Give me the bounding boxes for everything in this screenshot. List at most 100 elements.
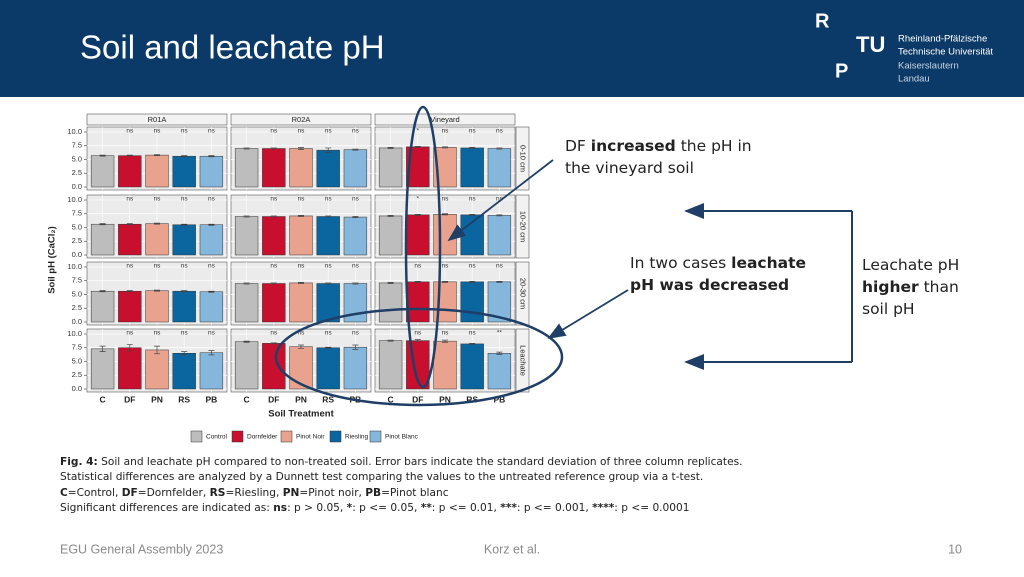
error-bar	[414, 339, 421, 343]
strip	[515, 126, 530, 191]
bar	[199, 291, 224, 323]
bar	[316, 149, 340, 188]
x-tick-label: RS	[466, 394, 478, 404]
bar	[90, 348, 115, 390]
error-bar	[154, 154, 160, 156]
y-tick-label: 2.5	[72, 370, 82, 379]
y-tick-label: 7.5	[72, 276, 82, 285]
x-tick-label: RS	[322, 394, 334, 404]
bar	[90, 155, 115, 188]
text-segment: PN	[282, 486, 300, 499]
error-bar	[414, 145, 421, 148]
error-bar	[208, 350, 215, 356]
y-tick-label: 10.0	[67, 262, 82, 271]
error-bar	[208, 155, 215, 158]
text-segment: than	[918, 278, 959, 296]
bar	[487, 215, 512, 256]
text-segment: leachate	[731, 254, 807, 272]
bar	[289, 148, 313, 188]
text-segment: higher	[862, 278, 919, 296]
arrow	[547, 289, 629, 339]
text-line: C=Control, DF=Dornfelder, RS=Riesling, P…	[60, 486, 742, 501]
logo-text: Kaiserslautern	[898, 61, 959, 72]
error-bar	[442, 146, 448, 149]
y-tick-label: 10.0	[67, 195, 82, 204]
error-bar	[325, 147, 332, 153]
significance-label: ns	[414, 263, 422, 270]
bar	[172, 155, 196, 188]
x-tick-label: PN	[295, 394, 307, 404]
y-tick-label: 2.5	[72, 236, 82, 245]
significance-label: ns	[352, 196, 360, 203]
significance-label: ns	[208, 330, 216, 337]
legend-label: Pinot Blanc	[385, 434, 419, 441]
bar	[199, 155, 224, 188]
y-tick-label: 7.5	[72, 343, 82, 352]
y-tick-label: 2.5	[72, 168, 82, 177]
error-bar	[352, 148, 359, 151]
bar	[487, 353, 512, 390]
significance-label: ns	[352, 128, 360, 135]
text-segment: : p > 0.05,	[287, 502, 347, 515]
x-tick-label: PB	[493, 394, 505, 404]
y-tick-label: 5.0	[72, 222, 82, 231]
slide-title: Soil and leachate pH	[80, 29, 385, 66]
significance-label: ns	[414, 330, 422, 337]
x-tick-label: DF	[124, 394, 135, 404]
highlight-ellipse	[404, 105, 442, 389]
text-line: higher than	[862, 276, 959, 298]
error-bar	[298, 215, 304, 217]
text-segment: : p <= 0.05,	[352, 502, 421, 515]
bar	[199, 224, 224, 256]
text-segment: =Dornfelder,	[137, 486, 210, 499]
text-line: Significant differences are indicated as…	[60, 501, 742, 516]
bar	[406, 281, 430, 323]
text-segment: Significant differences are indicated as…	[60, 502, 274, 515]
significance-label: ns	[325, 263, 333, 270]
error-bar	[469, 147, 476, 149]
error-bar	[325, 282, 332, 285]
significance-label: ns	[154, 128, 162, 135]
error-bar	[387, 215, 394, 217]
text-segment: the pH in	[675, 137, 752, 155]
footer-center: Korz et al.	[484, 542, 540, 556]
text-line: Fig. 4: Soil and leachate pH compared to…	[60, 455, 742, 470]
bar	[460, 281, 484, 323]
y-tick-label: 5.0	[72, 356, 82, 365]
text-segment: Soil and leachate pH compared to non-tre…	[97, 456, 743, 468]
significance-label: ns	[298, 196, 306, 203]
legend-swatch	[329, 430, 342, 443]
logo-text: Landau	[898, 74, 930, 85]
significance-label: ns	[442, 263, 450, 270]
x-tick-label: RS	[178, 394, 190, 404]
error-bar	[352, 282, 359, 285]
bar	[234, 216, 259, 256]
significance-label: ns	[469, 330, 477, 337]
bar	[199, 352, 224, 390]
x-tick-label: C	[244, 394, 250, 404]
text-segment: ***	[500, 502, 517, 515]
bar	[145, 223, 169, 256]
y-tick-label: 7.5	[72, 141, 82, 150]
bar	[145, 154, 169, 188]
y-tick-label: 7.5	[72, 209, 82, 218]
significance-label: ns	[469, 263, 477, 270]
bar	[460, 147, 484, 188]
y-tick-label: 2.5	[72, 303, 82, 312]
significance-label: ns	[154, 196, 162, 203]
text-segment: =Riesling,	[225, 486, 283, 499]
legend-label: Pinot Noir	[296, 434, 325, 441]
y-tick-label: 5.0	[72, 154, 82, 163]
facet-title: R02A	[292, 115, 311, 124]
bar	[289, 215, 313, 256]
bar	[343, 346, 368, 390]
error-bar	[387, 147, 394, 149]
x-tick-label: PB	[205, 394, 217, 404]
text-segment: Statistical differences are analyzed by …	[60, 471, 704, 484]
text-line: soil pH	[862, 298, 959, 320]
error-bar	[181, 290, 188, 293]
significance-label: ns	[496, 128, 504, 135]
text-segment: pH was decreased	[630, 276, 790, 294]
text-segment: DF	[565, 137, 591, 155]
error-bar	[298, 282, 304, 284]
